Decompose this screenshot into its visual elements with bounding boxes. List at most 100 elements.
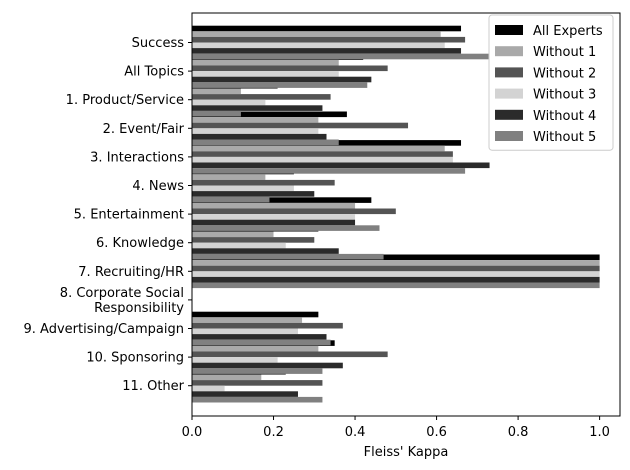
- bar: [192, 48, 462, 54]
- bar: [192, 260, 600, 266]
- bar: [192, 185, 294, 192]
- x-tick-label: 0.0: [182, 425, 203, 440]
- bar: [192, 174, 266, 180]
- category-label: All Topics: [124, 65, 184, 80]
- x-tick-label: 1.0: [589, 425, 610, 440]
- bar: [192, 36, 466, 43]
- bar: [192, 282, 600, 289]
- bar: [192, 99, 266, 106]
- bar: [192, 168, 466, 174]
- bars-layer: [192, 25, 600, 403]
- bar: [192, 362, 343, 369]
- bar: [192, 59, 339, 66]
- bar: [192, 248, 339, 254]
- x-tick-label: 0.6: [426, 425, 447, 440]
- bar: [192, 110, 241, 117]
- legend-label: Without 2: [533, 66, 596, 81]
- category-label: 3. Interactions: [90, 150, 184, 165]
- bar: [192, 328, 298, 335]
- bar: [192, 94, 331, 100]
- x-axis-ticks: 0.0 0.2 0.4 0.6 0.8 1.0: [182, 416, 610, 440]
- bar: [192, 242, 286, 249]
- bar: [192, 271, 600, 277]
- legend-swatch: [495, 88, 523, 99]
- bar: [192, 380, 323, 386]
- bar: [192, 351, 388, 358]
- category-labels: Success All Topics 1. Product/Service 2. Ev…: [24, 36, 192, 394]
- category-label: 1. Product/Service: [66, 93, 184, 108]
- legend-swatch: [495, 109, 523, 120]
- legend-label: Without 3: [533, 88, 596, 103]
- bar: [192, 311, 319, 318]
- bar: [192, 53, 490, 60]
- legend-label: All Experts: [533, 24, 603, 39]
- category-label: 7. Recruiting/HR: [78, 265, 184, 280]
- bar: [192, 105, 323, 111]
- bar: [192, 65, 388, 72]
- category-label: 2. Event/Fair: [103, 122, 185, 137]
- legend-label: Without 5: [533, 130, 596, 145]
- bar: [192, 368, 323, 374]
- legend-label: Without 4: [533, 109, 596, 124]
- category-label: 5. Entertainment: [74, 208, 184, 223]
- bar: [192, 42, 445, 49]
- bar: [192, 117, 319, 123]
- bar: [192, 254, 600, 261]
- legend-swatch: [495, 46, 523, 57]
- bar: [192, 214, 356, 220]
- legend-swatch: [495, 67, 523, 78]
- category-label: 11. Other: [122, 379, 184, 394]
- category-label: 4. News: [132, 179, 184, 194]
- bar: [192, 122, 409, 129]
- bar: [192, 128, 319, 134]
- bar: [192, 339, 331, 346]
- category-label: 10. Sponsoring: [86, 351, 184, 366]
- bar: [192, 202, 356, 209]
- bar: [192, 396, 323, 403]
- bar: [192, 156, 453, 163]
- legend: All Experts Without 1 Without 2 Without 3 Wi…: [488, 14, 614, 151]
- bar: [192, 82, 368, 88]
- plot-frame: [191, 12, 621, 417]
- bar: [192, 374, 262, 381]
- legend-swatch: [495, 25, 523, 35]
- legend-swatch: [495, 131, 523, 141]
- x-tick-label: 0.4: [345, 425, 366, 440]
- bar: [192, 151, 453, 157]
- x-tick-label: 0.2: [263, 425, 284, 440]
- bar: [192, 191, 315, 197]
- bar: [192, 25, 462, 32]
- bar: [192, 219, 356, 226]
- x-tick-label: 0.8: [508, 425, 529, 440]
- bar: [192, 196, 270, 203]
- bar: [192, 76, 372, 83]
- bar: [192, 334, 327, 340]
- bar: [192, 237, 315, 243]
- bar: [192, 139, 339, 146]
- bar: [192, 231, 274, 238]
- bar: [192, 179, 335, 186]
- bar: [192, 197, 372, 203]
- bar: [192, 71, 339, 77]
- bar: [192, 31, 441, 37]
- bar: [192, 208, 396, 215]
- bar: [192, 357, 278, 363]
- bar: [192, 265, 600, 272]
- bar: [192, 276, 600, 283]
- category-label: 8. Corporate Social Responsibility: [60, 286, 184, 316]
- x-axis-title: Fleiss' Kappa: [364, 445, 449, 460]
- bar: [192, 133, 327, 140]
- bar: [192, 111, 347, 118]
- legend-label: Without 1: [533, 45, 596, 60]
- category-label: Success: [132, 36, 185, 51]
- bar: [192, 345, 319, 352]
- bar: [192, 317, 303, 323]
- bar: [192, 385, 225, 392]
- bar: [192, 145, 445, 152]
- category-label: 6. Knowledge: [96, 236, 184, 251]
- bar: [192, 253, 384, 260]
- bar: [192, 225, 380, 231]
- bar: [192, 162, 490, 169]
- bar: [192, 391, 298, 397]
